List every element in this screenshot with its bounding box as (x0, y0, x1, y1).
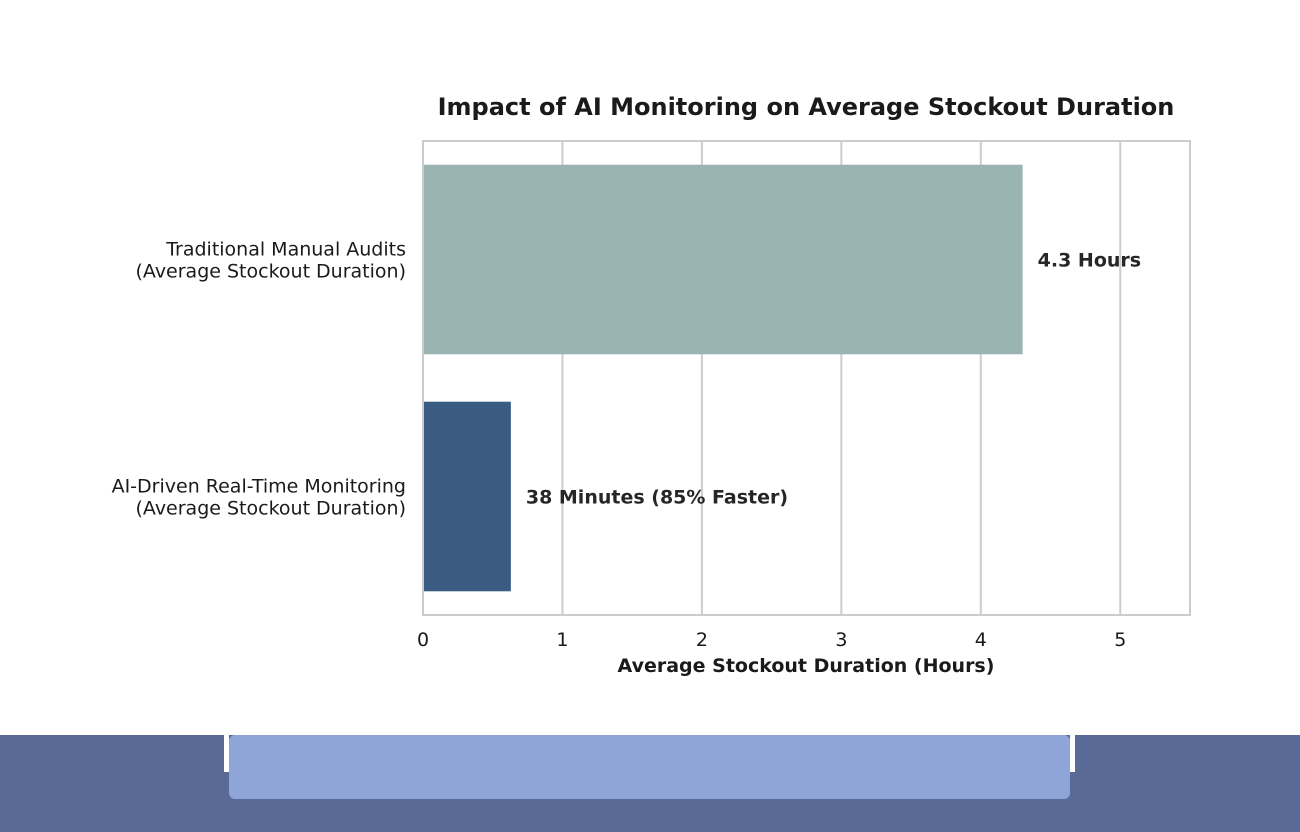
footer-divider-right (1070, 735, 1075, 772)
x-axis-ticks: 0 1 2 3 4 5 (417, 629, 1126, 651)
chart-title: Impact of AI Monitoring on Average Stock… (438, 93, 1175, 121)
x-tick-label-0: 0 (417, 629, 429, 651)
y-axis-category-labels: Traditional Manual Audits (Average Stocko… (112, 239, 406, 520)
category-label-1: Traditional Manual Audits (Average Stocko… (136, 239, 406, 283)
footer-divider-left (224, 735, 229, 772)
stockout-duration-chart: Impact of AI Monitoring on Average Stock… (112, 93, 1191, 677)
x-tick-label-5: 5 (1114, 629, 1126, 651)
x-tick-label-3: 3 (835, 629, 847, 651)
x-tick-label-4: 4 (975, 629, 987, 651)
footer-right-tab (1075, 735, 1300, 799)
plot-frame (422, 140, 1191, 616)
x-tick-label-2: 2 (696, 629, 708, 651)
data-label-1: 4.3 Hours (1038, 250, 1141, 272)
bars (423, 164, 1023, 592)
x-tick-label-1: 1 (556, 629, 568, 651)
footer-left-tab (0, 735, 224, 799)
bar-2 (423, 401, 511, 592)
bar-1 (423, 164, 1023, 355)
footer-center-panel (229, 735, 1070, 799)
category-label-2: AI-Driven Real-Time Monitoring (Average S… (112, 476, 406, 520)
data-label-2: 38 Minutes (85% Faster) (526, 487, 788, 509)
x-axis-label: Average Stockout Duration (Hours) (618, 655, 995, 677)
bar-data-labels: 4.3 Hours 38 Minutes (85% Faster) (526, 250, 1141, 509)
